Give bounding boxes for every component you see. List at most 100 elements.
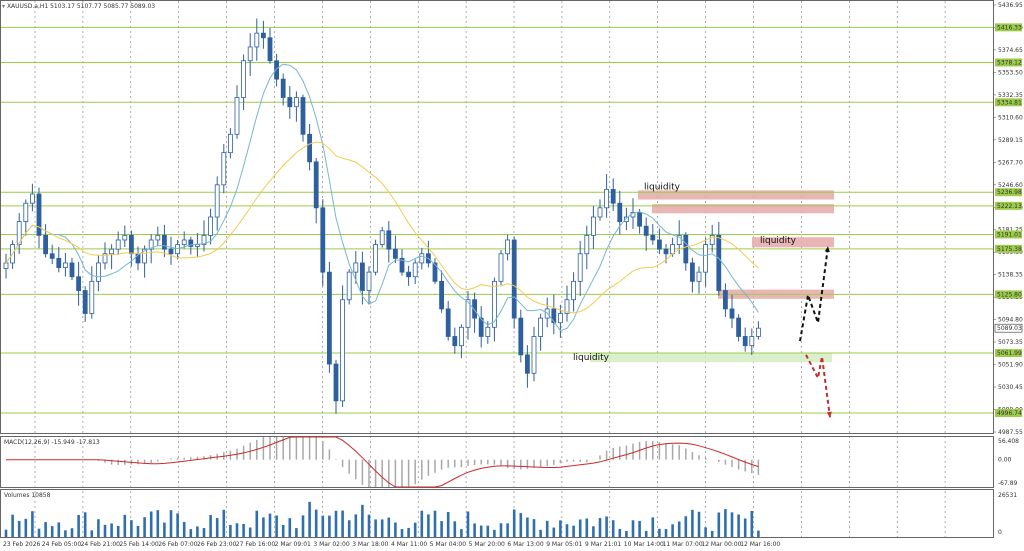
volume-bar — [493, 529, 496, 537]
candle-body — [663, 248, 669, 255]
candle-body — [307, 133, 313, 163]
volume-bar — [460, 529, 463, 537]
volume-bar — [136, 525, 140, 537]
volume-bar — [651, 517, 655, 537]
candle-body — [340, 299, 346, 402]
volume-bar — [202, 528, 206, 537]
volume-bar — [387, 517, 391, 537]
liquidity-label: liquidity — [760, 236, 797, 246]
level-tag — [995, 188, 1022, 197]
volume-bar — [50, 526, 54, 537]
current-price-tag — [994, 323, 1023, 333]
volume-bar — [215, 518, 219, 537]
volume-bar — [308, 501, 311, 537]
panel-frames — [0, 0, 994, 538]
moving-averages — [5, 63, 759, 332]
time-label: 12 Mar 16:00 — [740, 541, 780, 548]
volume-bar — [275, 515, 278, 537]
volume-bar — [328, 515, 331, 537]
candle-body — [194, 244, 200, 247]
candle-body — [181, 239, 187, 245]
price-tick-label: 5073.35 — [998, 339, 1023, 346]
volume-bar — [262, 517, 265, 537]
time-label: 24 Feb 05:00 — [42, 541, 82, 548]
candle-body — [29, 193, 35, 204]
volume-bar — [44, 522, 47, 537]
time-label: 12 Mar 00:00 — [701, 541, 741, 548]
price-tick-label: 4987.55 — [998, 429, 1023, 436]
macd-label: MACD(12,26,9) -15.949 -17.813 — [4, 439, 100, 446]
candle-body — [696, 271, 702, 282]
candle-body — [89, 280, 95, 314]
level-tag — [995, 201, 1022, 210]
candle-body — [558, 313, 563, 324]
candle-body — [703, 244, 708, 273]
candle-body — [69, 262, 75, 278]
candle-body — [399, 257, 405, 273]
candle-body — [716, 234, 722, 291]
volume-bar — [737, 514, 740, 537]
volume-bar — [440, 521, 443, 537]
price-tick-label: 5374.65 — [998, 47, 1023, 54]
candle-body — [591, 216, 596, 236]
candle-body — [76, 276, 81, 291]
time-label: 25 Feb 14:00 — [119, 541, 159, 548]
volume-bar — [367, 514, 371, 537]
candle-body — [650, 234, 656, 241]
candle-body — [241, 60, 247, 98]
candle-body — [300, 97, 306, 135]
candle-body — [709, 234, 715, 245]
candle-body — [320, 207, 326, 273]
liquidity-zone — [590, 353, 832, 363]
collapse-triangle-icon[interactable]: ▾ — [2, 3, 6, 10]
price-tick-label: 5289.15 — [998, 137, 1023, 144]
vertical-grid — [34, 1, 946, 537]
volume-bar — [592, 526, 595, 537]
candle-body — [287, 97, 293, 108]
candle-body — [525, 354, 530, 374]
volume-bar — [757, 530, 760, 537]
candle-body — [749, 336, 755, 347]
volume-bar — [400, 529, 404, 537]
volume-bar — [717, 512, 721, 537]
candle-body — [458, 326, 464, 347]
volume-bar — [691, 509, 694, 537]
level-tag-label: 5125.80 — [997, 291, 1022, 298]
candle-body — [102, 253, 108, 264]
volume-bar — [163, 522, 166, 537]
volume-bar — [17, 520, 21, 537]
level-tag-label: 5191.01 — [997, 231, 1022, 238]
volume-bar — [466, 511, 470, 537]
candle-body — [346, 271, 352, 301]
projection-arrowhead — [826, 411, 832, 418]
candle-body — [366, 271, 372, 291]
candle-body — [56, 257, 62, 268]
candle-body — [254, 32, 260, 48]
time-label: 6 Mar 13:00 — [507, 541, 543, 548]
volume-bar — [189, 529, 193, 537]
time-label: 10 Mar 14:00 — [624, 541, 664, 548]
candle-body — [756, 327, 761, 337]
level-tag — [995, 23, 1022, 32]
volume-bar — [209, 515, 212, 537]
volume-bar — [31, 511, 34, 537]
volume-bar — [473, 523, 476, 537]
candle-body — [227, 133, 233, 154]
candle-body — [128, 234, 134, 255]
candle-body — [485, 326, 491, 337]
volume-bar — [704, 527, 707, 537]
volume-bar — [684, 516, 688, 537]
candle-body — [175, 244, 181, 255]
candle-body — [221, 152, 227, 186]
volume-bar — [638, 520, 641, 537]
candle-body — [188, 239, 194, 247]
volume-bar — [321, 515, 325, 537]
price-tick-label: 5181.25 — [998, 227, 1023, 234]
volume-bar — [301, 515, 305, 537]
volume-bar — [229, 524, 232, 537]
candle-body — [326, 271, 332, 365]
level-tag-label: 5175.38 — [997, 246, 1022, 253]
candle-body — [155, 234, 161, 241]
candle-body — [122, 234, 128, 241]
